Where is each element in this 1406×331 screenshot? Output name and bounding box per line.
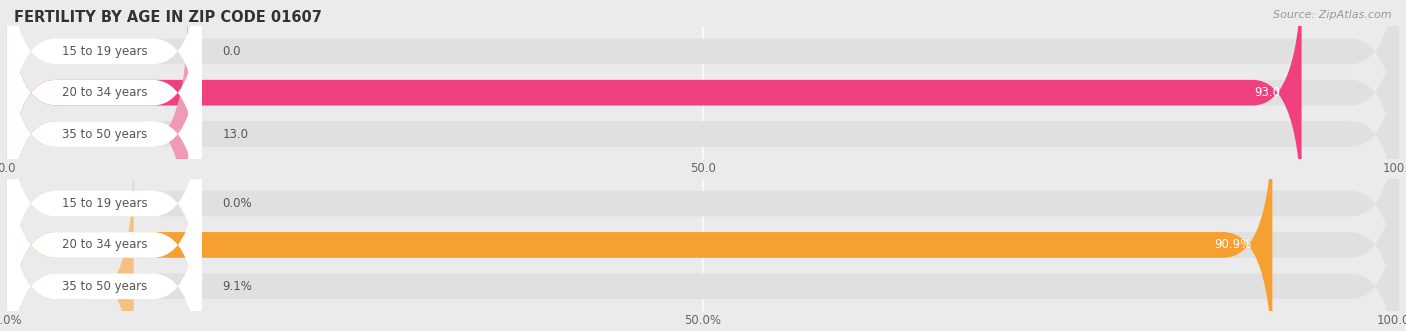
FancyBboxPatch shape <box>7 154 202 331</box>
FancyBboxPatch shape <box>7 0 1399 183</box>
Text: 13.0: 13.0 <box>222 127 249 141</box>
Text: 9.1%: 9.1% <box>222 280 253 293</box>
FancyBboxPatch shape <box>7 0 202 225</box>
Text: 20 to 34 years: 20 to 34 years <box>62 86 148 99</box>
Text: 93.0: 93.0 <box>1254 86 1281 99</box>
FancyBboxPatch shape <box>7 113 1399 331</box>
Text: 15 to 19 years: 15 to 19 years <box>62 45 148 58</box>
FancyBboxPatch shape <box>7 154 1399 331</box>
Text: 35 to 50 years: 35 to 50 years <box>62 280 148 293</box>
Text: FERTILITY BY AGE IN ZIP CODE 01607: FERTILITY BY AGE IN ZIP CODE 01607 <box>14 10 322 25</box>
Text: 35 to 50 years: 35 to 50 years <box>62 127 148 141</box>
FancyBboxPatch shape <box>7 2 1399 266</box>
Text: 0.0%: 0.0% <box>222 197 252 210</box>
FancyBboxPatch shape <box>7 0 1399 225</box>
FancyBboxPatch shape <box>7 113 202 331</box>
Text: 15 to 19 years: 15 to 19 years <box>62 197 148 210</box>
Text: Source: ZipAtlas.com: Source: ZipAtlas.com <box>1274 10 1392 20</box>
FancyBboxPatch shape <box>7 113 1272 331</box>
FancyBboxPatch shape <box>7 0 202 183</box>
Text: 0.0: 0.0 <box>222 45 242 58</box>
Text: 90.9%: 90.9% <box>1215 238 1251 252</box>
Text: 20 to 34 years: 20 to 34 years <box>62 238 148 252</box>
FancyBboxPatch shape <box>7 71 202 331</box>
FancyBboxPatch shape <box>7 2 202 266</box>
FancyBboxPatch shape <box>7 71 1399 331</box>
FancyBboxPatch shape <box>7 154 134 331</box>
FancyBboxPatch shape <box>7 0 1302 225</box>
FancyBboxPatch shape <box>7 2 188 266</box>
